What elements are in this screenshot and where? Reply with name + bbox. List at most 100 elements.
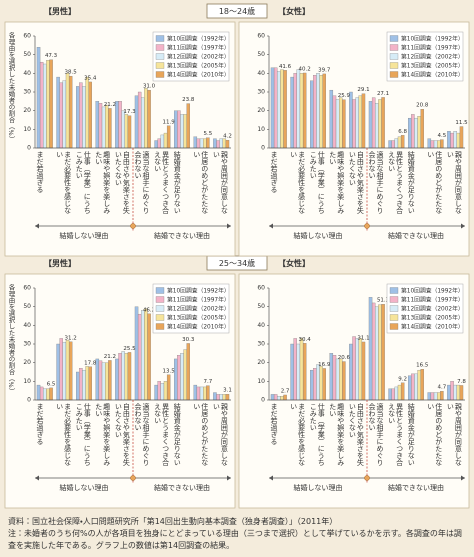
split-marker [364,223,370,229]
legend-label: 第10回調査（1992年） [401,287,464,295]
bar [459,385,464,401]
footnote: 注：未婚者のうち何%の人が各項目を独身にとどまっている理由（三つまで選択）として… [8,529,462,550]
x-tick-label: 趣味や娯楽を楽しみたい [94,151,111,214]
x-tick-label-box: 親や周囲が同意しない [446,151,462,214]
bar [290,76,294,149]
x-tick-label: 結婚資金が足りない [407,151,416,214]
y-tick-label: 30 [23,341,31,348]
bar [378,99,382,149]
bar [82,86,86,149]
bar [313,75,317,149]
legend-label: 第10回調査（1992年） [167,287,230,295]
bar [322,368,326,401]
bar [450,132,454,149]
x-tick-label-box: まだ必要性を感じない [290,151,306,214]
bar [144,308,148,401]
bar [68,75,73,149]
bar [339,358,343,401]
bar [105,104,109,149]
bar [352,99,356,149]
x-tick-label: 自由さや気楽さを失いたくない [348,403,365,466]
x-tick-label-box: 住居のめどがたたない [193,151,209,214]
bar [108,360,112,401]
y-tick-label: 10 [257,126,265,133]
bar [450,381,454,401]
bar [121,351,125,401]
bar [180,353,184,401]
x-tick-label-box: まだ必要性を感じない [56,403,72,466]
panel-title: 【女性】 [278,258,310,268]
legend-swatch [389,305,399,312]
bar [280,396,284,401]
value-label: 9.2 [398,376,407,382]
bar [397,384,402,401]
bar [339,97,343,149]
bar [355,97,359,149]
x-tick-label: 趣味や娯楽を楽しみたい [328,151,345,214]
y-tick-label: 50 [257,303,265,310]
annotation: 結婚できない理由 [388,483,444,492]
age-group: 18～24歳 [219,6,255,16]
value-label: 2.7 [281,388,290,394]
value-label: 3.1 [223,388,232,394]
bar [411,114,415,149]
x-tick-label-box: 適当な相手にめぐり会わない [134,151,150,214]
y-tick-label: 20 [257,107,265,114]
chart: 18～24歳25～34歳【男性】各理由を選択した未婚者の割合（%）0102030… [4,3,470,509]
bar [302,343,307,401]
bar [342,99,346,149]
legend-label: 第14回調査（2010年） [401,71,464,79]
bar [394,138,399,149]
bar [203,138,207,149]
legend-swatch [155,323,165,330]
bar [88,81,92,149]
bar [43,63,47,149]
bar [222,138,227,149]
y-tick-label: 0 [27,145,31,152]
bar [222,394,227,401]
bar [414,373,418,401]
x-tick-label-box: まだ若過ぎる [270,151,278,193]
bar [49,59,53,149]
age-box [206,3,268,19]
x-tick-label-box: まだ必要性を感じない [56,151,72,214]
bar [154,384,158,401]
x-tick-label: 適当な相手にめぐり会わない [134,403,150,466]
bar [408,375,412,401]
legend-swatch [155,71,165,78]
bar [166,125,171,149]
bar [329,89,334,149]
y-tick-label: 50 [23,51,31,58]
bar [299,73,304,149]
bar [273,67,278,149]
legend-swatch [389,71,399,78]
value-label: 29.1 [357,87,369,93]
bar [76,86,80,149]
value-label: 11.5 [455,120,468,126]
x-tick-label: 適当な相手にめぐり会わない [134,151,150,214]
bar [180,114,184,149]
legend-label: 第13回調査（2005年） [167,62,230,70]
bar [134,306,139,401]
bar [394,386,399,401]
x-tick-label: 趣味や娯楽を楽しみたい [94,403,111,466]
value-label: 4.2 [223,134,232,140]
bar [352,336,356,401]
bar [98,103,103,149]
bar [196,386,201,401]
bar [447,384,451,401]
split-marker [130,475,136,481]
y-tick-label: 30 [257,89,265,96]
bar [335,99,340,149]
value-label: 16.9 [318,362,331,368]
value-label: 11.9 [163,119,176,125]
bar [39,386,44,401]
bar [82,369,86,401]
x-tick-label-box: 適当な相手にめぐり会わない [134,403,150,466]
bar [105,362,109,401]
split-marker [364,475,370,481]
bar [193,136,198,149]
value-label: 21.2 [104,102,116,108]
bar [166,374,171,401]
bar [283,394,287,401]
